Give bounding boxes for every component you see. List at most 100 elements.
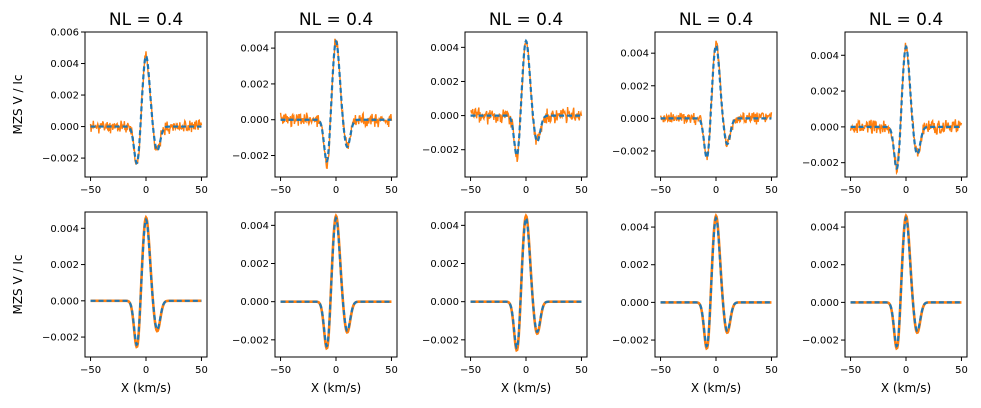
- y-tick-label: 0.002: [50, 91, 79, 102]
- x-tick-label: 50: [195, 365, 208, 376]
- axes-frame: [274, 31, 398, 178]
- y-tick-label: −0.002: [422, 335, 459, 346]
- observed-line: [280, 213, 392, 351]
- x-tick-label: 50: [385, 365, 398, 376]
- model-line: [660, 43, 772, 160]
- y-tick-label: 0.002: [50, 260, 79, 271]
- y-tick-label: 0.000: [810, 122, 839, 133]
- x-tick-label: 50: [575, 365, 588, 376]
- panel-0-3: −50 0 50 −0.002 0.000 0.002 0.004 NL = 0.4: [612, 10, 778, 196]
- model-line: [470, 38, 582, 157]
- panel-1-2: −50 0 50 −0.002 0.000 0.002 0.004 X (km/s): [422, 211, 588, 395]
- y-tick-label: 0.002: [240, 79, 269, 90]
- x-tick-label: 0: [333, 365, 339, 376]
- x-tick-label: −50: [460, 365, 481, 376]
- x-tick-label: 50: [765, 185, 778, 196]
- panel-title: NL = 0.4: [109, 10, 183, 30]
- observed-line: [659, 40, 773, 161]
- x-axis-label: X (km/s): [311, 381, 361, 395]
- axes-frame: [654, 31, 778, 178]
- y-tick-label: 0.000: [240, 115, 269, 126]
- x-axis-label: X (km/s): [881, 381, 931, 395]
- x-tick-label: −50: [840, 365, 861, 376]
- x-tick-label: 0: [143, 185, 149, 196]
- y-tick-label: 0.002: [620, 81, 649, 92]
- x-tick-label: 50: [385, 185, 398, 196]
- x-tick-label: 50: [575, 185, 588, 196]
- model-line: [850, 44, 962, 171]
- y-tick-label: 0.002: [430, 77, 459, 88]
- observed-line: [279, 38, 393, 169]
- y-tick-label: 0.004: [50, 59, 79, 70]
- model-line: [90, 53, 202, 165]
- x-tick-label: 0: [903, 185, 909, 196]
- x-tick-label: −50: [270, 185, 291, 196]
- x-tick-label: 0: [333, 185, 339, 196]
- y-tick-label: 0.004: [430, 43, 459, 54]
- observed-line: [470, 40, 583, 162]
- y-axis-label: MZS V / Ic: [11, 254, 25, 314]
- y-tick-label: 0.000: [50, 122, 79, 133]
- x-tick-label: −50: [650, 185, 671, 196]
- x-tick-label: 50: [955, 365, 968, 376]
- y-tick-label: 0.004: [430, 221, 459, 232]
- panel-1-3: −50 0 50 −0.002 0.000 0.002 0.004 X (km/s): [612, 211, 778, 395]
- y-tick-label: −0.002: [802, 336, 839, 347]
- y-axis-label: MZS V / Ic: [11, 74, 25, 134]
- y-tick-label: 0.000: [810, 298, 839, 309]
- y-tick-label: −0.002: [42, 154, 79, 165]
- y-tick-label: −0.002: [42, 333, 79, 344]
- x-tick-label: −50: [460, 185, 481, 196]
- axes-frame: [844, 211, 968, 358]
- model-line: [90, 217, 202, 347]
- x-tick-label: −50: [80, 185, 101, 196]
- y-tick-label: −0.002: [232, 151, 269, 162]
- axes-frame: [844, 31, 968, 178]
- y-tick-label: 0.004: [810, 223, 839, 234]
- x-tick-label: 0: [713, 365, 719, 376]
- panel-0-2: −50 0 50 −0.002 0.000 0.002 0.004 NL = 0.4: [422, 10, 588, 196]
- observed-line: [470, 213, 582, 353]
- y-tick-label: 0.002: [430, 259, 459, 270]
- observed-line: [89, 51, 203, 165]
- panel-title: NL = 0.4: [299, 10, 373, 30]
- y-tick-label: −0.002: [422, 145, 459, 156]
- panel-title: NL = 0.4: [679, 10, 753, 30]
- y-tick-label: 0.002: [810, 260, 839, 271]
- y-tick-label: 0.004: [50, 224, 79, 235]
- y-tick-label: 0.000: [430, 297, 459, 308]
- model-line: [280, 215, 392, 348]
- observed-line: [90, 214, 202, 349]
- y-tick-label: 0.002: [240, 259, 269, 270]
- observed-line: [660, 213, 772, 351]
- panel-1-0: −50 0 50 −0.002 0.000 0.002 0.004 X (km/s) MZS V…: [11, 211, 208, 395]
- panel-0-0: −50 0 50 −0.002 0.000 0.002 0.004 0.006 NL = 0.4…: [11, 10, 208, 196]
- y-tick-label: −0.002: [802, 158, 839, 169]
- model-line: [280, 39, 392, 163]
- y-tick-label: 0.004: [810, 51, 839, 62]
- axes-frame: [654, 211, 778, 358]
- panel-1-1: −50 0 50 −0.002 0.000 0.002 0.004 X (km/s): [232, 211, 398, 395]
- y-tick-label: 0.006: [50, 28, 79, 39]
- y-tick-label: 0.000: [620, 114, 649, 125]
- y-tick-label: 0.000: [240, 297, 269, 308]
- y-tick-label: 0.004: [240, 221, 269, 232]
- y-tick-label: 0.004: [620, 223, 649, 234]
- axes-frame: [464, 211, 588, 358]
- x-tick-label: 50: [955, 185, 968, 196]
- x-tick-label: −50: [840, 185, 861, 196]
- model-line: [660, 215, 772, 348]
- x-tick-label: 50: [195, 185, 208, 196]
- x-tick-label: 0: [713, 185, 719, 196]
- panel-1-4: −50 0 50 −0.002 0.000 0.002 0.004 X (km/s): [802, 211, 968, 395]
- y-tick-label: 0.004: [240, 44, 269, 55]
- panel-title: NL = 0.4: [869, 10, 943, 30]
- x-axis-label: X (km/s): [121, 381, 171, 395]
- model-line: [850, 215, 962, 348]
- x-tick-label: 0: [523, 365, 529, 376]
- x-tick-label: 0: [143, 365, 149, 376]
- x-tick-label: 0: [523, 185, 529, 196]
- panel-title: NL = 0.4: [489, 10, 563, 30]
- x-axis-label: X (km/s): [501, 381, 551, 395]
